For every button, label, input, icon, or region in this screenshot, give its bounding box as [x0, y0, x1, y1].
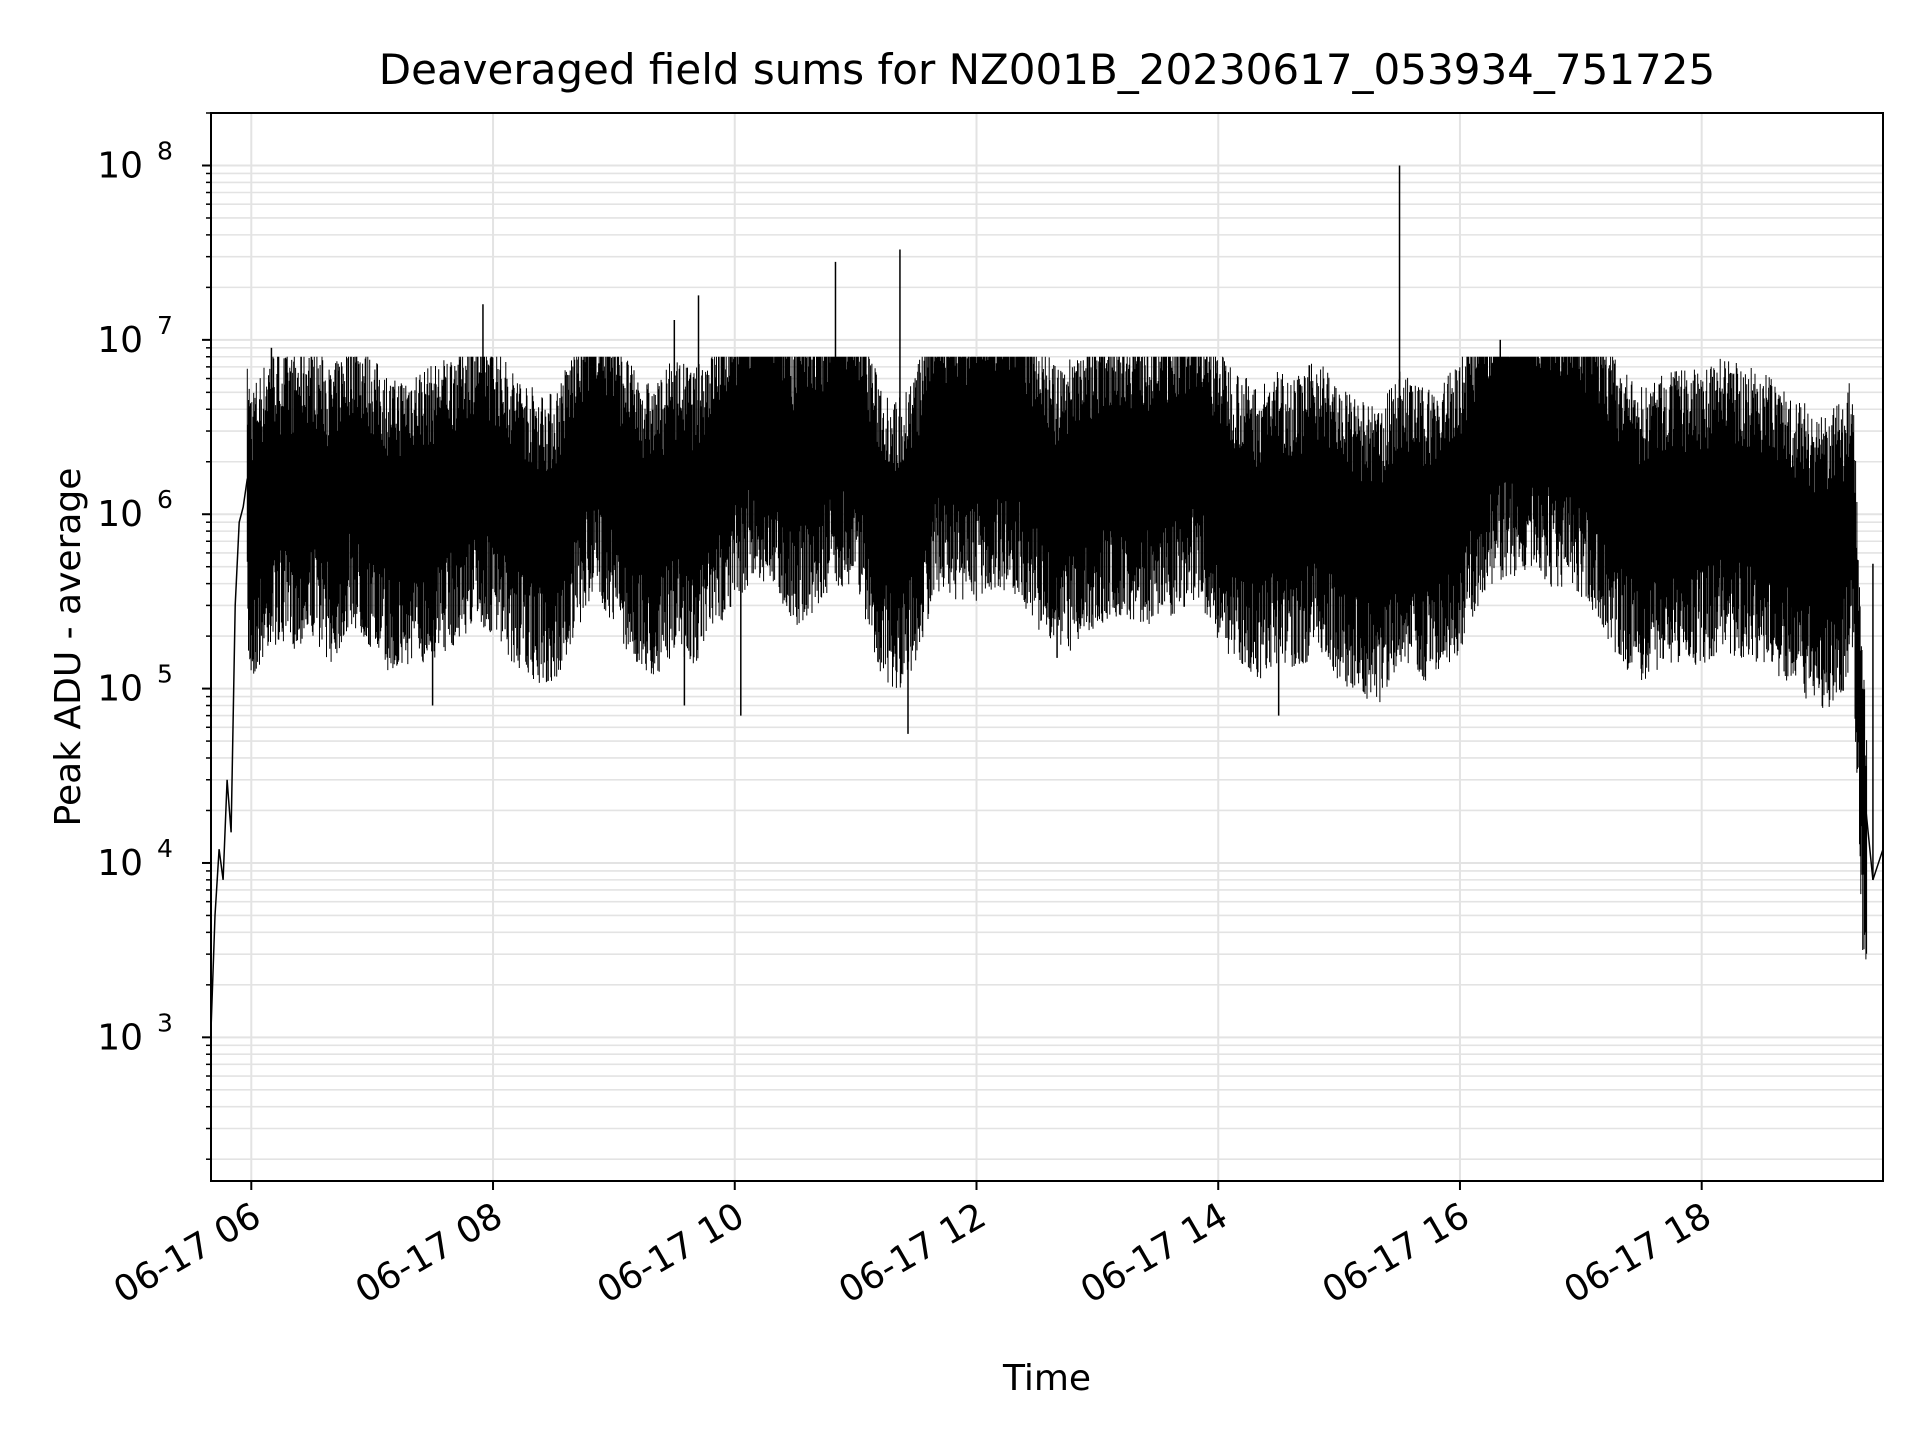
x-tick-label: 06-17 10: [591, 1195, 752, 1311]
x-tick-label: 06-17 16: [1316, 1195, 1477, 1311]
y-tick-exponent: 6: [157, 485, 173, 514]
series-noise: [246, 356, 1868, 960]
y-tick-label: 10: [97, 1017, 143, 1058]
y-axis: 10 3 10 4 10 5 10 6 10 7 10 8: [97, 112, 211, 1160]
y-tick-label: 10: [97, 145, 143, 186]
x-tick-label: 06-17 18: [1558, 1195, 1719, 1311]
y-tick-label: 10: [97, 494, 143, 535]
x-tick-label: 06-17 14: [1074, 1195, 1235, 1311]
y-tick-exponent: 7: [157, 311, 173, 340]
x-axis: 06-17 06 06-17 08 06-17 10 06-17 12 06-17 14…: [107, 1181, 1718, 1312]
series-line: [210, 165, 1884, 1031]
x-tick-label: 06-17 12: [832, 1195, 993, 1311]
chart-title: Deaveraged field sums for NZ001B_2023061…: [379, 45, 1715, 94]
x-tick-label: 06-17 06: [107, 1195, 268, 1311]
y-tick-label: 10: [97, 843, 143, 884]
y-tick-exponent: 8: [157, 136, 173, 165]
y-tick-exponent: 4: [157, 834, 173, 863]
y-tick-label: 10: [97, 669, 143, 710]
plot-frame: [210, 112, 1884, 1182]
y-tick-label: 10: [97, 320, 143, 361]
x-axis-label: Time: [1002, 1358, 1091, 1399]
y-axis-label: Peak ADU - average: [48, 468, 89, 827]
x-tick-label: 06-17 08: [349, 1195, 510, 1311]
y-tick-exponent: 5: [157, 660, 173, 689]
y-tick-exponent: 3: [157, 1008, 173, 1037]
